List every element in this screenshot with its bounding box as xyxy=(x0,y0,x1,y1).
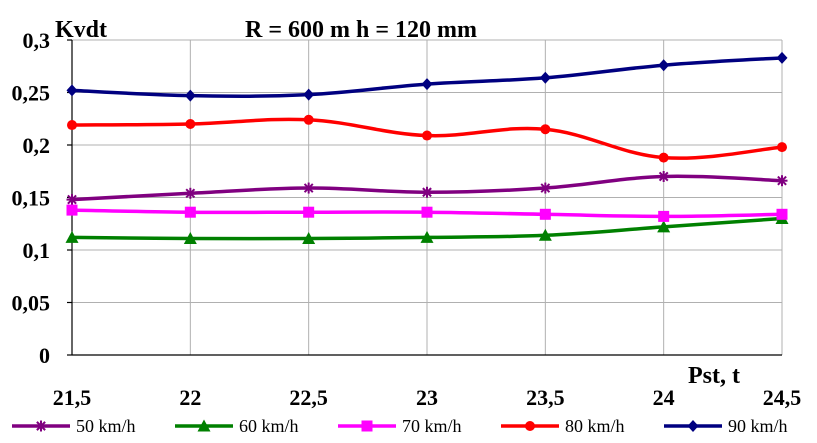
legend-label: 50 km/h xyxy=(76,416,136,436)
data-point xyxy=(776,175,788,187)
legend-label: 80 km/h xyxy=(565,416,625,436)
x-axis-label: Pst, t xyxy=(688,363,740,389)
legend-label: 70 km/h xyxy=(402,416,462,436)
data-point xyxy=(303,88,315,101)
legend-item-70-km-h: 70 km/h xyxy=(338,416,462,436)
data-point xyxy=(422,130,432,141)
series-80-km-h xyxy=(67,114,787,163)
legend-item-90-km-h: 90 km/h xyxy=(664,416,788,436)
data-point xyxy=(67,120,77,131)
data-point xyxy=(421,186,433,198)
data-point xyxy=(303,206,315,218)
data-point xyxy=(66,84,78,97)
legend-label: 90 km/h xyxy=(728,416,788,436)
data-point xyxy=(185,119,196,129)
legend-swatch-marker xyxy=(197,419,211,432)
legend-item-50-km-h: 50 km/h xyxy=(12,416,136,436)
data-point xyxy=(539,208,551,220)
series-70-km-h xyxy=(66,204,788,222)
data-point xyxy=(303,114,314,125)
data-point xyxy=(65,230,79,243)
x-tick-labels: 21,5 22 22,5 23 23,5 24 24,5 xyxy=(53,385,802,410)
y-tick-label: 0,05 xyxy=(12,291,51,316)
series-50-km-h xyxy=(66,171,788,206)
data-point xyxy=(302,231,316,244)
data-point xyxy=(421,78,433,91)
y-tick-label: 0,3 xyxy=(23,28,51,53)
data-point xyxy=(658,171,670,182)
data-point xyxy=(658,59,670,72)
data-point xyxy=(184,89,196,102)
data-point xyxy=(421,206,433,218)
x-tick-label: 23 xyxy=(416,385,438,410)
legend-swatch-marker xyxy=(525,421,535,431)
data-point xyxy=(538,228,552,241)
x-tick-label: 22 xyxy=(179,385,201,410)
data-point xyxy=(183,231,197,244)
x-tick-label: 24,5 xyxy=(763,385,802,410)
y-axis-label: Kvdt xyxy=(55,17,107,43)
legend-item-60-km-h: 60 km/h xyxy=(175,416,299,436)
series-60-km-h xyxy=(65,212,789,244)
x-tick-label: 23,5 xyxy=(526,385,565,410)
data-point xyxy=(184,187,196,199)
y-tick-label: 0,1 xyxy=(23,238,51,263)
data-point xyxy=(66,204,78,216)
y-tick-labels: 0 0,05 0,1 0,15 0,2 0,25 0,3 xyxy=(12,28,51,368)
legend-swatch-marker xyxy=(35,420,47,432)
data-point xyxy=(420,230,434,243)
data-point xyxy=(184,206,196,218)
data-point xyxy=(540,124,551,135)
data-point xyxy=(776,51,788,64)
data-point xyxy=(539,71,551,84)
data-point xyxy=(658,210,670,222)
legend: 50 km/h 60 km/h 70 km/h 80 km/h 90 km/h xyxy=(12,416,788,436)
data-point xyxy=(658,152,669,163)
y-tick-label: 0,25 xyxy=(12,81,51,106)
data-point xyxy=(66,194,78,206)
data-point xyxy=(657,220,671,233)
x-tick-label: 24 xyxy=(653,385,675,410)
series-layer xyxy=(65,51,789,244)
x-tick-label: 21,5 xyxy=(53,385,92,410)
legend-label: 60 km/h xyxy=(239,416,299,436)
legend-item-80-km-h: 80 km/h xyxy=(501,416,625,436)
data-point xyxy=(539,182,551,194)
y-tick-label: 0 xyxy=(39,343,50,368)
y-tick-label: 0,15 xyxy=(12,186,51,211)
legend-swatch-marker xyxy=(361,420,373,432)
chart-title: R = 600 m h = 120 mm xyxy=(245,17,477,43)
data-point xyxy=(777,142,787,153)
x-tick-label: 22,5 xyxy=(289,385,328,410)
data-point xyxy=(303,182,315,194)
series-90-km-h xyxy=(66,51,788,102)
y-tick-label: 0,2 xyxy=(23,133,51,158)
data-point xyxy=(776,208,788,220)
legend-swatch-marker xyxy=(687,420,699,432)
